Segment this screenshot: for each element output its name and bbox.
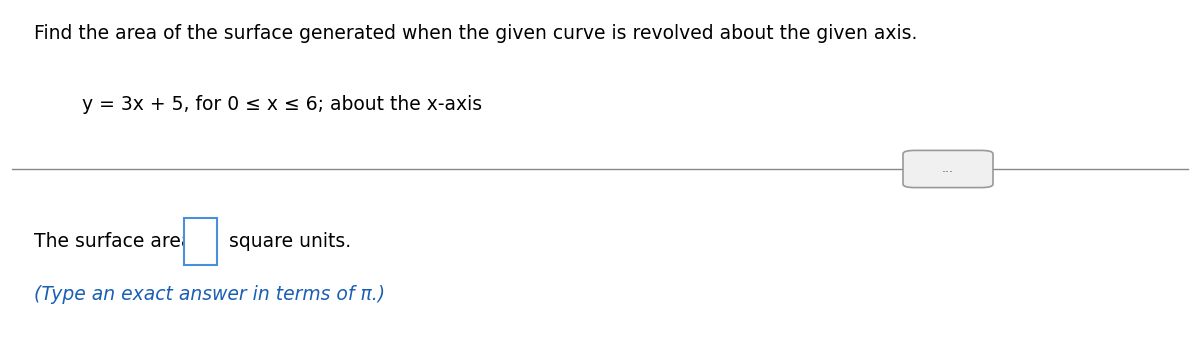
Text: Find the area of the surface generated when the given curve is revolved about th: Find the area of the surface generated w… <box>34 24 917 43</box>
Text: The surface area is: The surface area is <box>34 232 218 251</box>
FancyBboxPatch shape <box>184 218 217 265</box>
Text: (Type an exact answer in terms of π.): (Type an exact answer in terms of π.) <box>34 285 385 304</box>
FancyBboxPatch shape <box>904 150 994 188</box>
Text: y = 3x + 5, for 0 ≤ x ≤ 6; about the x-axis: y = 3x + 5, for 0 ≤ x ≤ 6; about the x-a… <box>82 95 481 114</box>
Text: square units.: square units. <box>223 232 352 251</box>
Text: ...: ... <box>942 163 954 175</box>
